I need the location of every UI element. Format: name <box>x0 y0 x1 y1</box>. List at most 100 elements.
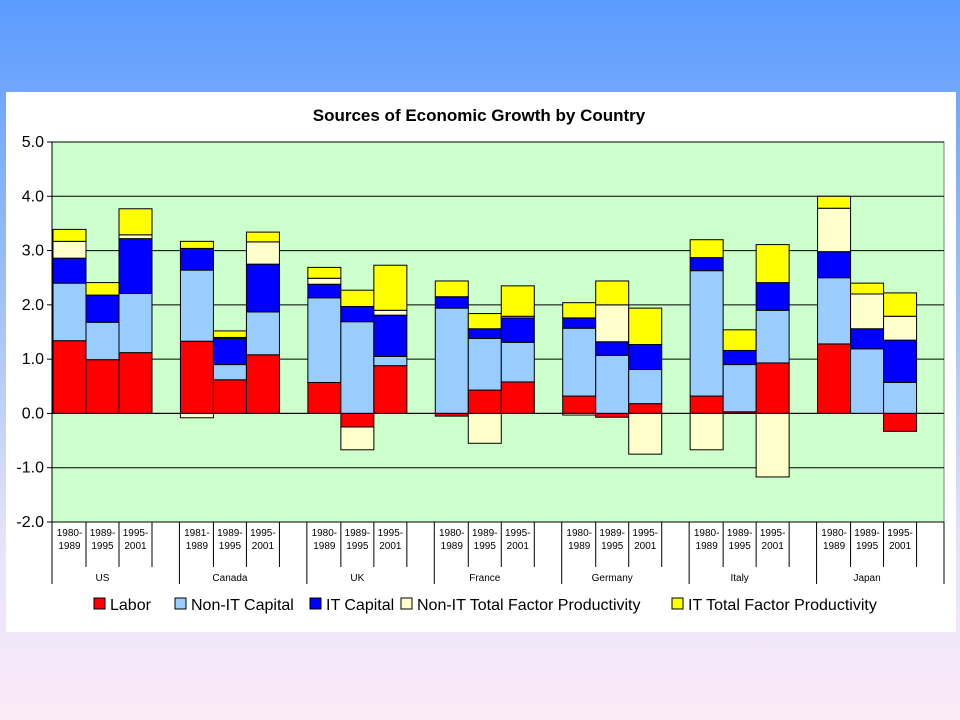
bar-segment <box>52 340 87 414</box>
bar-segment <box>562 395 597 414</box>
bar-segment <box>628 412 663 455</box>
bar-segment <box>850 293 885 330</box>
bar-segment <box>373 365 408 414</box>
period-label-start: 1989- <box>345 528 371 539</box>
bar-segment <box>817 251 852 279</box>
bar-segment <box>595 412 630 418</box>
bar-segment <box>755 244 790 284</box>
bar-segment <box>817 207 852 253</box>
bar-segment <box>118 292 153 354</box>
bar-segment <box>118 208 153 236</box>
period-label-start: 1989- <box>472 528 498 539</box>
period-label-end: 1995 <box>219 541 242 552</box>
bar-segment <box>179 240 214 249</box>
bar-segment <box>689 270 724 397</box>
bar-segment <box>628 307 663 345</box>
bar-segment <box>595 280 630 306</box>
y-tick-label: 1.0 <box>22 351 44 368</box>
chart-container: Sources of Economic Growth by Country 5.… <box>6 92 956 632</box>
bar-segment <box>179 412 214 419</box>
bar-segment <box>85 282 120 296</box>
legend-swatch <box>309 597 322 610</box>
legend-label: Labor <box>110 597 152 614</box>
bar-segment <box>307 266 342 279</box>
period-label-end: 1995 <box>91 541 114 552</box>
bar-segment <box>340 305 375 323</box>
bar-segment <box>52 282 87 342</box>
period-label-start: 1995- <box>887 528 913 539</box>
bar-segment <box>307 297 342 383</box>
y-tick-label: 3.0 <box>22 243 44 260</box>
bar-segment <box>722 329 757 351</box>
bar-segment <box>212 379 247 414</box>
y-tick-label: -1.0 <box>16 460 44 477</box>
period-label-end: 1989 <box>441 541 464 552</box>
bar-segment <box>307 381 342 414</box>
bar-segment <box>118 352 153 414</box>
period-label-start: 1989- <box>217 528 243 539</box>
bar-segment <box>595 341 630 356</box>
category-axis: 1980- 1989 1989- 1995 1995- 2001 US 1981- 1989 19… <box>51 522 945 584</box>
bar-segment <box>434 296 469 309</box>
bar-segment <box>85 294 120 323</box>
legend-swatch <box>400 597 413 610</box>
bar-segment <box>245 311 280 356</box>
bar-segment <box>755 309 790 364</box>
period-label-start: 1995- <box>632 528 658 539</box>
bar-segment <box>467 389 502 414</box>
period-label-end: 1989 <box>313 541 336 552</box>
bar-segment <box>755 282 790 311</box>
period-label-end: 1989 <box>568 541 591 552</box>
period-label-end: 1989 <box>823 541 846 552</box>
period-label-end: 1989 <box>186 541 209 552</box>
bar-segment <box>118 234 153 240</box>
bar-segment <box>340 289 375 307</box>
country-label: UK <box>350 573 364 584</box>
legend-swatch <box>174 597 187 610</box>
period-label-start: 1995- <box>505 528 531 539</box>
period-label-end: 2001 <box>762 541 785 552</box>
bar-segment <box>562 327 597 397</box>
y-tick-label: -2.0 <box>16 514 44 531</box>
bar-segment <box>467 328 502 340</box>
period-label-start: 1980- <box>694 528 720 539</box>
legend-label: IT Capital <box>326 597 394 614</box>
bar-segment <box>755 362 790 414</box>
bar-segment <box>467 412 502 444</box>
bar-segment <box>212 330 247 338</box>
bar-segment <box>245 231 280 243</box>
bar-segment <box>340 426 375 451</box>
y-tick-label: 2.0 <box>22 297 44 314</box>
bar-segment <box>850 282 885 295</box>
period-label-end: 1995 <box>346 541 369 552</box>
bar-segment <box>689 257 724 272</box>
period-label-start: 1980- <box>57 528 83 539</box>
period-label-end: 1995 <box>729 541 752 552</box>
period-label-end: 2001 <box>507 541 530 552</box>
period-label-start: 1995- <box>760 528 786 539</box>
bar-segment <box>85 321 120 361</box>
bar-segment <box>562 317 597 329</box>
period-label-start: 1980- <box>821 528 847 539</box>
bar-segment <box>628 403 663 414</box>
period-label-end: 2001 <box>634 541 657 552</box>
bar-segment <box>307 277 342 285</box>
country-label: France <box>469 573 501 584</box>
bar-segment <box>434 280 469 298</box>
bar-segment <box>817 343 852 414</box>
bar-segment <box>179 247 214 271</box>
legend-swatch <box>671 597 684 610</box>
period-label-start: 1981- <box>184 528 210 539</box>
country-label: Canada <box>212 573 247 584</box>
bar-segment <box>689 239 724 259</box>
bar-segment <box>689 395 724 414</box>
bar-segment <box>500 341 535 383</box>
period-label-start: 1980- <box>439 528 465 539</box>
bar-segment <box>595 354 630 414</box>
bar-segment <box>245 354 280 414</box>
bar-segment <box>562 302 597 319</box>
bar-segment <box>817 195 852 209</box>
period-label-start: 1980- <box>312 528 338 539</box>
period-label-start: 1995- <box>378 528 404 539</box>
chart-title: Sources of Economic Growth by Country <box>313 106 646 125</box>
